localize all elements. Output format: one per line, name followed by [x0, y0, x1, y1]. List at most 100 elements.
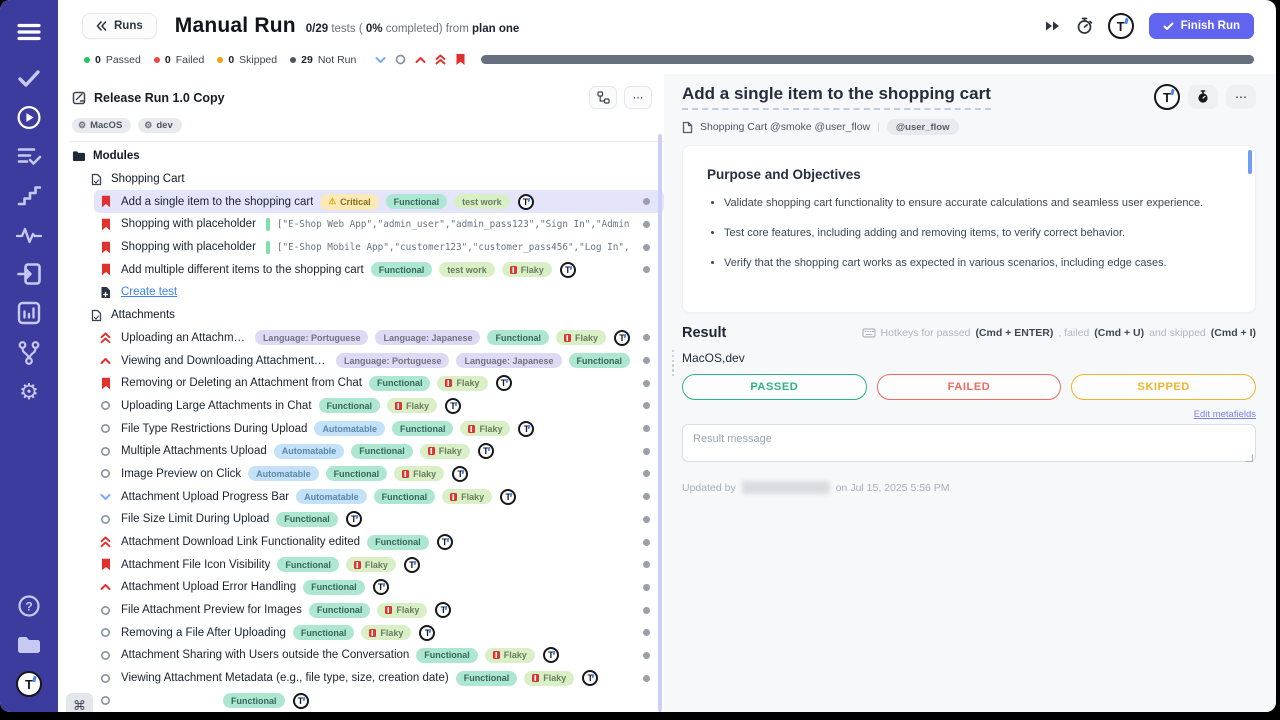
filter-chevron-up-icon[interactable]: [415, 56, 426, 64]
skipped-button[interactable]: SKIPPED: [1071, 374, 1256, 400]
branches-icon[interactable]: [16, 340, 42, 366]
filter-chevrons-up-icon[interactable]: [435, 54, 446, 65]
back-to-runs-button[interactable]: Runs: [82, 13, 157, 39]
tag-dev[interactable]: ⚙ dev: [138, 118, 182, 133]
test-source-logo[interactable]: T: [1154, 84, 1180, 110]
test-row[interactable]: Attachment File Icon Visibility Functiona…: [94, 553, 664, 576]
failed-button[interactable]: FAILED: [876, 374, 1062, 400]
badge-functional: Functional: [368, 375, 431, 391]
drag-dot[interactable]: [643, 629, 650, 637]
tag-macos[interactable]: ⚙ MacOS: [72, 118, 132, 133]
priority-chevdown-icon: [99, 493, 112, 501]
result-message-input[interactable]: [682, 424, 1256, 462]
drag-dot[interactable]: [643, 606, 650, 614]
popcorn-icon: [450, 492, 458, 501]
drag-dot[interactable]: [643, 470, 650, 478]
test-title: Shopping with placeholder: [121, 241, 256, 254]
test-row[interactable]: Multiple Attachments Upload Automatable Fu…: [94, 440, 664, 463]
test-row[interactable]: Uploading Large Attachments in Chat Funct…: [94, 395, 664, 418]
drag-dot[interactable]: [643, 379, 650, 387]
drag-dot[interactable]: [643, 357, 650, 365]
filter-bookmark-icon[interactable]: [455, 53, 466, 66]
app-logo[interactable]: T: [16, 671, 42, 698]
test-row[interactable]: Attachment Upload Progress Bar Automatabl…: [94, 485, 664, 508]
test-title: Removing a File After Uploading: [121, 626, 286, 639]
drag-dot[interactable]: [643, 243, 650, 251]
test-row[interactable]: Uploading an Attachment in Chat Language:…: [94, 327, 664, 350]
settings-icon[interactable]: ⚙: [19, 378, 39, 404]
badge-flaky: Flaky: [460, 421, 511, 437]
test-row[interactable]: Viewing Attachment Metadata (e.g., file …: [94, 667, 664, 690]
fast-forward-icon[interactable]: [1044, 20, 1061, 32]
drag-dot[interactable]: [643, 651, 650, 659]
test-row[interactable]: Add multiple different items to the shop…: [94, 258, 664, 281]
priority-circle-icon: [99, 446, 112, 457]
drag-dot[interactable]: [643, 266, 650, 274]
detail-more-options-button[interactable]: ⋯: [1226, 85, 1256, 109]
drag-dot[interactable]: [643, 402, 650, 410]
test-row[interactable]: Shopping with placeholder ["E-Shop Mobile…: [94, 236, 664, 259]
test-row[interactable]: File Attachment Preview for Images Functi…: [94, 599, 664, 622]
suite-row[interactable]: Attachments: [70, 304, 664, 327]
folder-row[interactable]: Modules: [70, 145, 664, 168]
breadcrumb-tag[interactable]: @user_flow: [886, 119, 959, 135]
drag-dot[interactable]: [643, 334, 650, 342]
runs-icon[interactable]: [16, 104, 42, 130]
tests-icon[interactable]: [16, 65, 42, 91]
test-row[interactable]: File Type Restrictions During Upload Auto…: [94, 417, 664, 440]
resize-handle-icon[interactable]: [1245, 454, 1253, 462]
test-row[interactable]: Removing or Deleting an Attachment from …: [94, 372, 664, 395]
test-row[interactable]: Attachment Download Link Functionality e…: [94, 531, 664, 554]
test-row[interactable]: Attachment Sharing with Users outside th…: [94, 644, 664, 667]
help-icon[interactable]: ?: [16, 593, 42, 619]
analytics-icon[interactable]: [16, 222, 42, 248]
drag-dot[interactable]: [643, 583, 650, 591]
suite-row[interactable]: Shopping Cart: [70, 168, 664, 191]
menu-icon[interactable]: [16, 19, 42, 45]
edit-metafields-link[interactable]: Edit metafields: [1193, 409, 1256, 420]
create-test-link[interactable]: Create test: [94, 281, 664, 304]
drag-dot[interactable]: [643, 220, 650, 228]
pull-requests-icon[interactable]: [16, 261, 42, 287]
badge-functional: Functional: [277, 557, 339, 573]
badge-automatable: Automatable: [248, 466, 319, 482]
test-row[interactable]: Functional T: [94, 690, 664, 713]
timer-button[interactable]: [1188, 85, 1218, 109]
test-row[interactable]: Image Preview on Click Automatable Functio…: [94, 463, 664, 486]
drag-dot[interactable]: [643, 493, 650, 501]
command-key-shortcut[interactable]: ⌘: [66, 693, 93, 712]
test-row[interactable]: Viewing and Downloading Attachments in C…: [94, 349, 664, 372]
drag-dot[interactable]: [643, 561, 650, 569]
filter-circle-icon[interactable]: [395, 54, 406, 65]
panel-resize-handle[interactable]: [672, 350, 675, 377]
steps-icon[interactable]: [16, 183, 42, 209]
reports-icon[interactable]: [16, 300, 42, 326]
test-row[interactable]: Removing a File After Uploading Functiona…: [94, 621, 664, 644]
tree-view-button[interactable]: [589, 86, 617, 109]
timer-icon[interactable]: [1076, 17, 1093, 35]
finish-run-button[interactable]: Finish Run: [1148, 13, 1254, 39]
drag-dot[interactable]: [643, 515, 650, 523]
badge-functional: Functional: [373, 489, 436, 505]
filter-chevron-down-icon[interactable]: [375, 56, 386, 64]
run-lists-icon[interactable]: [16, 144, 42, 170]
drag-dot[interactable]: [643, 447, 650, 455]
drag-dot[interactable]: [643, 198, 650, 206]
test-row[interactable]: Attachment Upload Error Handling Function…: [94, 576, 664, 599]
user-avatar-logo[interactable]: T: [1107, 13, 1134, 39]
test-row[interactable]: File Size Limit During Upload Functional T: [94, 508, 664, 531]
description-scrollbar[interactable]: [1248, 150, 1252, 174]
popcorn-icon: [353, 560, 361, 569]
test-row[interactable]: Add a single item to the shopping cart ⚠ C…: [94, 190, 664, 214]
passed-button[interactable]: PASSED: [682, 374, 867, 400]
more-options-button[interactable]: ⋯: [624, 86, 652, 109]
drag-dot[interactable]: [643, 538, 650, 546]
purpose-heading: Purpose and Objectives: [707, 167, 861, 182]
projects-icon[interactable]: [16, 632, 42, 658]
drag-dot[interactable]: [643, 674, 650, 682]
drag-dot[interactable]: [643, 425, 650, 433]
testomat-logo-icon: T: [517, 193, 534, 210]
list-scrollbar[interactable]: [658, 134, 662, 712]
test-row[interactable]: Shopping with placeholder ["E-Shop Web Ap…: [94, 213, 664, 236]
badge-functional: Functional: [455, 670, 518, 686]
